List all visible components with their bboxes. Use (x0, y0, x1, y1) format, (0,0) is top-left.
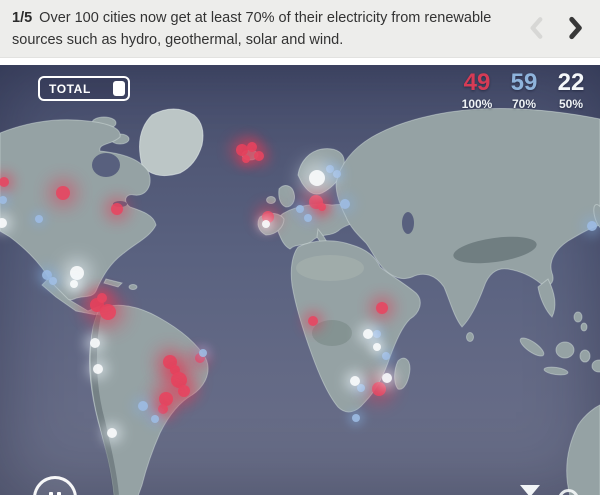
world-map-landmasses (0, 107, 600, 495)
total-toggle-button[interactable]: TOTAL (38, 76, 130, 101)
city-dot-blue[interactable] (333, 170, 341, 178)
total-toggle-label: TOTAL (49, 81, 91, 96)
city-dot-blue[interactable] (296, 205, 304, 213)
city-dot-red[interactable] (236, 144, 248, 156)
city-dot-red[interactable] (111, 203, 123, 215)
city-dot-blue[interactable] (352, 414, 360, 422)
city-dot-blue[interactable] (373, 330, 381, 338)
stat-100pct-label: 100% (461, 97, 493, 111)
city-dot-white[interactable] (382, 373, 392, 383)
city-dot-blue[interactable] (138, 401, 148, 411)
city-dot-blue[interactable] (357, 384, 365, 392)
category-stats: 49 100% 59 70% 22 50% (460, 69, 588, 112)
city-dot-white[interactable] (107, 428, 117, 438)
stat-50pct-count: 22 (557, 69, 585, 96)
slide-nav (520, 6, 592, 50)
prev-arrow-icon[interactable] (520, 6, 554, 50)
city-dot-blue[interactable] (49, 277, 57, 285)
city-dot-red[interactable] (195, 353, 205, 363)
city-dot-blue[interactable] (42, 270, 52, 280)
city-dot-red[interactable] (56, 186, 70, 200)
headline-text: Over 100 cities now get at least 70% of … (12, 10, 492, 48)
city-dot-white[interactable] (363, 329, 373, 339)
page-indicator: 1/5 (12, 10, 33, 26)
city-dot-red[interactable] (170, 365, 180, 375)
scroll-down-triangle-icon[interactable] (520, 485, 540, 495)
city-dot-red[interactable] (159, 392, 173, 406)
city-dot-white[interactable] (0, 218, 7, 228)
city-dot-white[interactable] (90, 338, 100, 348)
city-dot-blue[interactable] (0, 196, 7, 204)
slideshow-header: 1/5 Over 100 cities now get at least 70% … (0, 0, 600, 58)
city-dot-red[interactable] (318, 203, 326, 211)
city-dot-white[interactable] (93, 364, 103, 374)
city-dot-white[interactable] (262, 220, 270, 228)
world-map[interactable]: TOTAL 49 100% 59 70% 22 50% (0, 65, 600, 495)
city-dot-red[interactable] (158, 404, 168, 414)
stat-70pct-count: 59 (510, 69, 538, 96)
pause-icon-bar2 (57, 491, 61, 495)
city-dot-red[interactable] (242, 155, 250, 163)
stat-70pct-label: 70% (511, 97, 537, 111)
stat-50pct-label: 50% (558, 97, 584, 111)
stat-100pct: 49 100% (460, 69, 494, 112)
city-dot-red[interactable] (171, 372, 187, 388)
city-dot-blue[interactable] (35, 215, 43, 223)
city-dot-red[interactable] (0, 177, 9, 187)
headline: 1/5 Over 100 cities now get at least 70% … (12, 8, 498, 52)
city-dot-red[interactable] (247, 142, 257, 152)
city-dot-red[interactable] (372, 382, 386, 396)
city-dot-red[interactable] (178, 385, 190, 397)
city-dot-blue[interactable] (304, 214, 312, 222)
city-dot-blue[interactable] (199, 349, 207, 357)
stat-100pct-count: 49 (463, 69, 491, 96)
city-dot-red[interactable] (376, 302, 388, 314)
city-dot-white[interactable] (373, 343, 381, 351)
city-dot-white[interactable] (309, 170, 325, 186)
pause-icon (49, 491, 53, 495)
stat-70pct: 59 70% (507, 69, 541, 112)
next-arrow-icon[interactable] (558, 6, 592, 50)
city-dot-red[interactable] (97, 293, 107, 303)
city-dot-blue[interactable] (587, 221, 597, 231)
city-dot-blue[interactable] (340, 199, 350, 209)
city-dot-red[interactable] (254, 151, 264, 161)
city-dot-red[interactable] (308, 316, 318, 326)
city-dot-white[interactable] (350, 376, 360, 386)
header-divider (0, 58, 600, 65)
city-dot-white[interactable] (70, 280, 78, 288)
toggle-knob[interactable] (113, 81, 125, 96)
city-dot-red[interactable] (100, 304, 116, 320)
city-dot-white[interactable] (70, 266, 84, 280)
city-dot-blue[interactable] (382, 352, 390, 360)
city-dot-blue[interactable] (326, 165, 334, 173)
city-dot-blue[interactable] (151, 415, 159, 423)
map-dots (0, 65, 600, 495)
stat-50pct: 22 50% (554, 69, 588, 112)
